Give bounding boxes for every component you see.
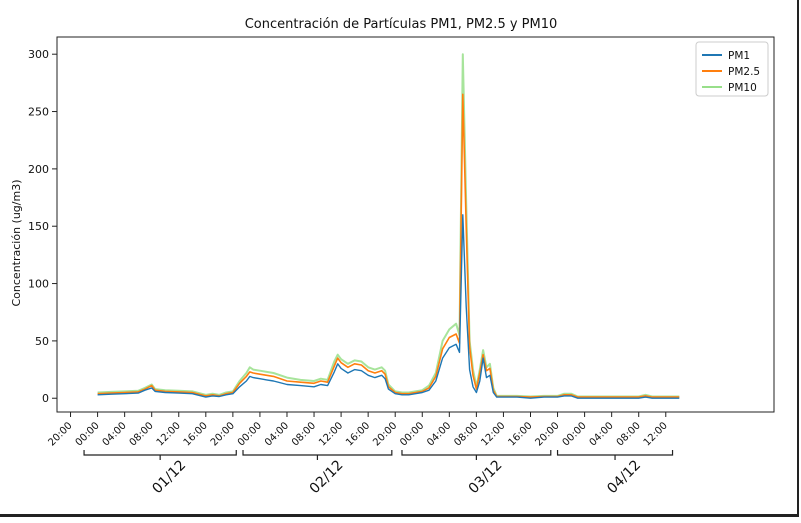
plot-area-border [56, 36, 775, 413]
x-tick-label: 04:00 [425, 420, 453, 448]
day-bracket [401, 450, 552, 460]
x-tick-label: 12:00 [479, 420, 507, 448]
day-group-label: 02/12 [307, 457, 347, 497]
chart-title: Concentración de Partículas PM1, PM2.5 y… [245, 17, 558, 32]
y-tick-label: 0 [42, 392, 49, 405]
x-tick-label: 16:00 [344, 420, 372, 448]
x-tick-label: 12:00 [317, 420, 345, 448]
series-line-pm10 [97, 53, 680, 398]
y-tick-label: 50 [35, 335, 49, 348]
x-tick-label: 04:00 [588, 420, 616, 448]
x-tick-label: 20:00 [534, 420, 562, 448]
day-group-label: 01/12 [149, 457, 189, 497]
x-tick-label: 04:00 [263, 420, 291, 448]
x-axis-ticks: 20:0000:0004:0008:0012:0016:0020:0000:00… [46, 412, 670, 449]
legend: PM1 PM2.5 PM10 [695, 41, 769, 97]
y-tick-label: 150 [28, 220, 49, 233]
x-tick-label: 20:00 [46, 420, 74, 448]
x-tick-label: 12:00 [642, 420, 670, 448]
y-axis-ticks: 0 50 100 150 200 250 300 [28, 48, 57, 405]
day-group-label: 03/12 [466, 457, 506, 497]
x-tick-label: 16:00 [182, 420, 210, 448]
x-tick-label: 08:00 [452, 420, 480, 448]
day-group-label: 04/12 [604, 457, 644, 497]
series-layer [97, 53, 680, 399]
y-tick-label: 250 [28, 106, 49, 119]
y-tick-label: 300 [28, 48, 49, 61]
day-bracket [556, 450, 674, 460]
x-tick-label: 04:00 [101, 420, 129, 448]
legend-label: PM1 [728, 50, 750, 62]
day-bracket [83, 450, 237, 460]
day-bracket [242, 450, 393, 460]
y-tick-label: 100 [28, 278, 49, 291]
series-line-pm25 [97, 93, 680, 398]
x-tick-label: 00:00 [236, 420, 264, 448]
x-tick-label: 08:00 [615, 420, 643, 448]
day-group-brackets: 01/12 02/12 03/12 04/12 [83, 450, 674, 497]
x-tick-label: 00:00 [74, 420, 102, 448]
x-tick-label: 00:00 [561, 420, 589, 448]
x-tick-label: 08:00 [128, 420, 156, 448]
x-tick-label: 16:00 [506, 420, 534, 448]
x-tick-label: 00:00 [398, 420, 426, 448]
y-axis-label: Concentración (ug/m3) [10, 179, 23, 306]
y-tick-label: 200 [28, 163, 49, 176]
x-tick-label: 20:00 [371, 420, 399, 448]
legend-label: PM10 [728, 82, 757, 94]
x-tick-label: 20:00 [209, 420, 237, 448]
series-line-pm1 [97, 214, 680, 399]
legend-label: PM2.5 [728, 66, 760, 78]
x-tick-label: 08:00 [290, 420, 318, 448]
x-tick-label: 12:00 [155, 420, 183, 448]
